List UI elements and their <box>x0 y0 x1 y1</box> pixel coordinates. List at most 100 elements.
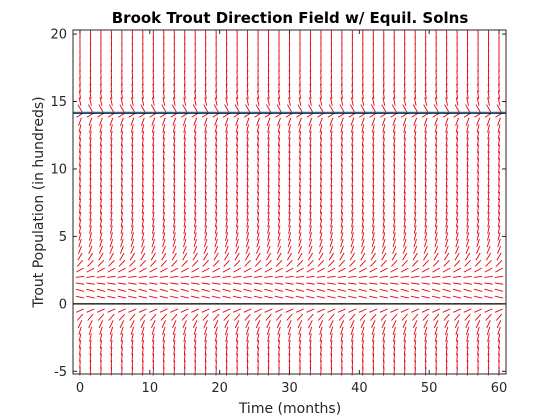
field-segment <box>309 97 312 106</box>
field-segment <box>235 232 239 241</box>
field-segment <box>307 313 314 321</box>
field-segment <box>401 313 408 321</box>
field-segment <box>340 205 343 214</box>
field-segment <box>79 171 81 180</box>
field-segment <box>369 275 378 278</box>
field-segment <box>445 157 448 167</box>
field-segment <box>362 360 364 369</box>
field-segment <box>131 333 134 342</box>
field-segment <box>466 232 470 241</box>
field-segment <box>194 178 197 187</box>
field-segment <box>162 97 166 106</box>
field-segment <box>117 267 126 273</box>
field-segment <box>498 144 500 153</box>
field-segment <box>413 117 418 126</box>
field-segment <box>100 83 102 93</box>
field-segment <box>477 157 479 167</box>
field-segment <box>256 131 260 140</box>
field-segment <box>181 260 188 267</box>
field-segment <box>141 171 144 180</box>
field-segment <box>455 245 460 254</box>
field-segment <box>141 131 144 140</box>
field-segment <box>162 131 165 140</box>
field-segment <box>131 211 134 221</box>
field-segment <box>162 171 165 180</box>
field-segment <box>495 313 503 321</box>
field-segment <box>99 218 103 228</box>
field-segment <box>288 198 291 207</box>
field-segment <box>110 360 113 369</box>
field-segment <box>121 353 123 363</box>
field-segment <box>350 232 354 241</box>
field-segment <box>466 151 469 160</box>
field-segment <box>402 320 407 329</box>
field-segment <box>278 164 280 174</box>
field-segment <box>392 97 396 106</box>
field-segment <box>194 144 197 153</box>
field-segment <box>393 353 396 363</box>
field-segment <box>89 90 92 99</box>
field-segment <box>329 117 334 126</box>
field-segment <box>330 198 333 207</box>
field-segment <box>402 104 408 113</box>
field-segment <box>225 144 228 153</box>
field-segment <box>299 151 301 160</box>
field-segment <box>484 282 493 285</box>
field-segment <box>393 184 396 194</box>
field-segment <box>89 360 92 369</box>
field-segment <box>487 191 490 201</box>
field-segment <box>204 360 207 369</box>
field-segment <box>486 117 491 126</box>
field-segment <box>340 326 344 335</box>
field-segment <box>445 191 448 201</box>
field-segment <box>435 131 438 140</box>
field-segment <box>236 83 238 93</box>
field-segment <box>360 245 365 254</box>
field-segment <box>110 144 113 153</box>
field-segment <box>476 333 480 342</box>
field-segment <box>445 225 448 234</box>
field-segment <box>141 225 145 234</box>
field-segment <box>130 232 134 241</box>
field-segment <box>204 83 207 93</box>
field-segment <box>350 326 355 335</box>
field-segment <box>295 275 305 278</box>
field-segment <box>466 124 469 133</box>
field-segment <box>257 137 260 147</box>
field-segment <box>267 232 271 241</box>
field-segment <box>494 275 504 278</box>
field-segment <box>277 239 281 248</box>
x-tick-label: 0 <box>76 381 84 396</box>
field-segment <box>141 184 144 194</box>
field-segment <box>215 164 218 174</box>
field-segment <box>339 117 344 126</box>
field-segment <box>193 326 197 335</box>
field-segment <box>245 104 251 113</box>
field-segment <box>299 171 301 180</box>
field-segment <box>434 326 438 335</box>
field-segment <box>276 104 282 113</box>
field-segment <box>423 117 428 126</box>
field-segment <box>463 267 472 273</box>
field-segment <box>485 260 492 267</box>
field-segment <box>358 282 368 285</box>
field-segment <box>118 313 126 321</box>
field-segment <box>278 191 280 201</box>
field-segment <box>380 313 387 321</box>
field-segment <box>412 313 419 321</box>
field-segment <box>452 295 462 299</box>
field-segment <box>194 157 197 167</box>
field-segment <box>89 340 92 349</box>
field-segment <box>299 178 301 187</box>
field-segment <box>330 137 333 147</box>
field-segment <box>253 288 263 292</box>
field-segment <box>194 164 197 174</box>
field-segment <box>245 239 250 248</box>
field-segment <box>360 320 366 329</box>
field-segment <box>424 333 427 342</box>
field-segment <box>243 288 252 292</box>
field-segment <box>193 117 198 126</box>
field-segment <box>162 205 165 214</box>
field-segment <box>204 326 208 335</box>
field-segment <box>286 313 293 321</box>
